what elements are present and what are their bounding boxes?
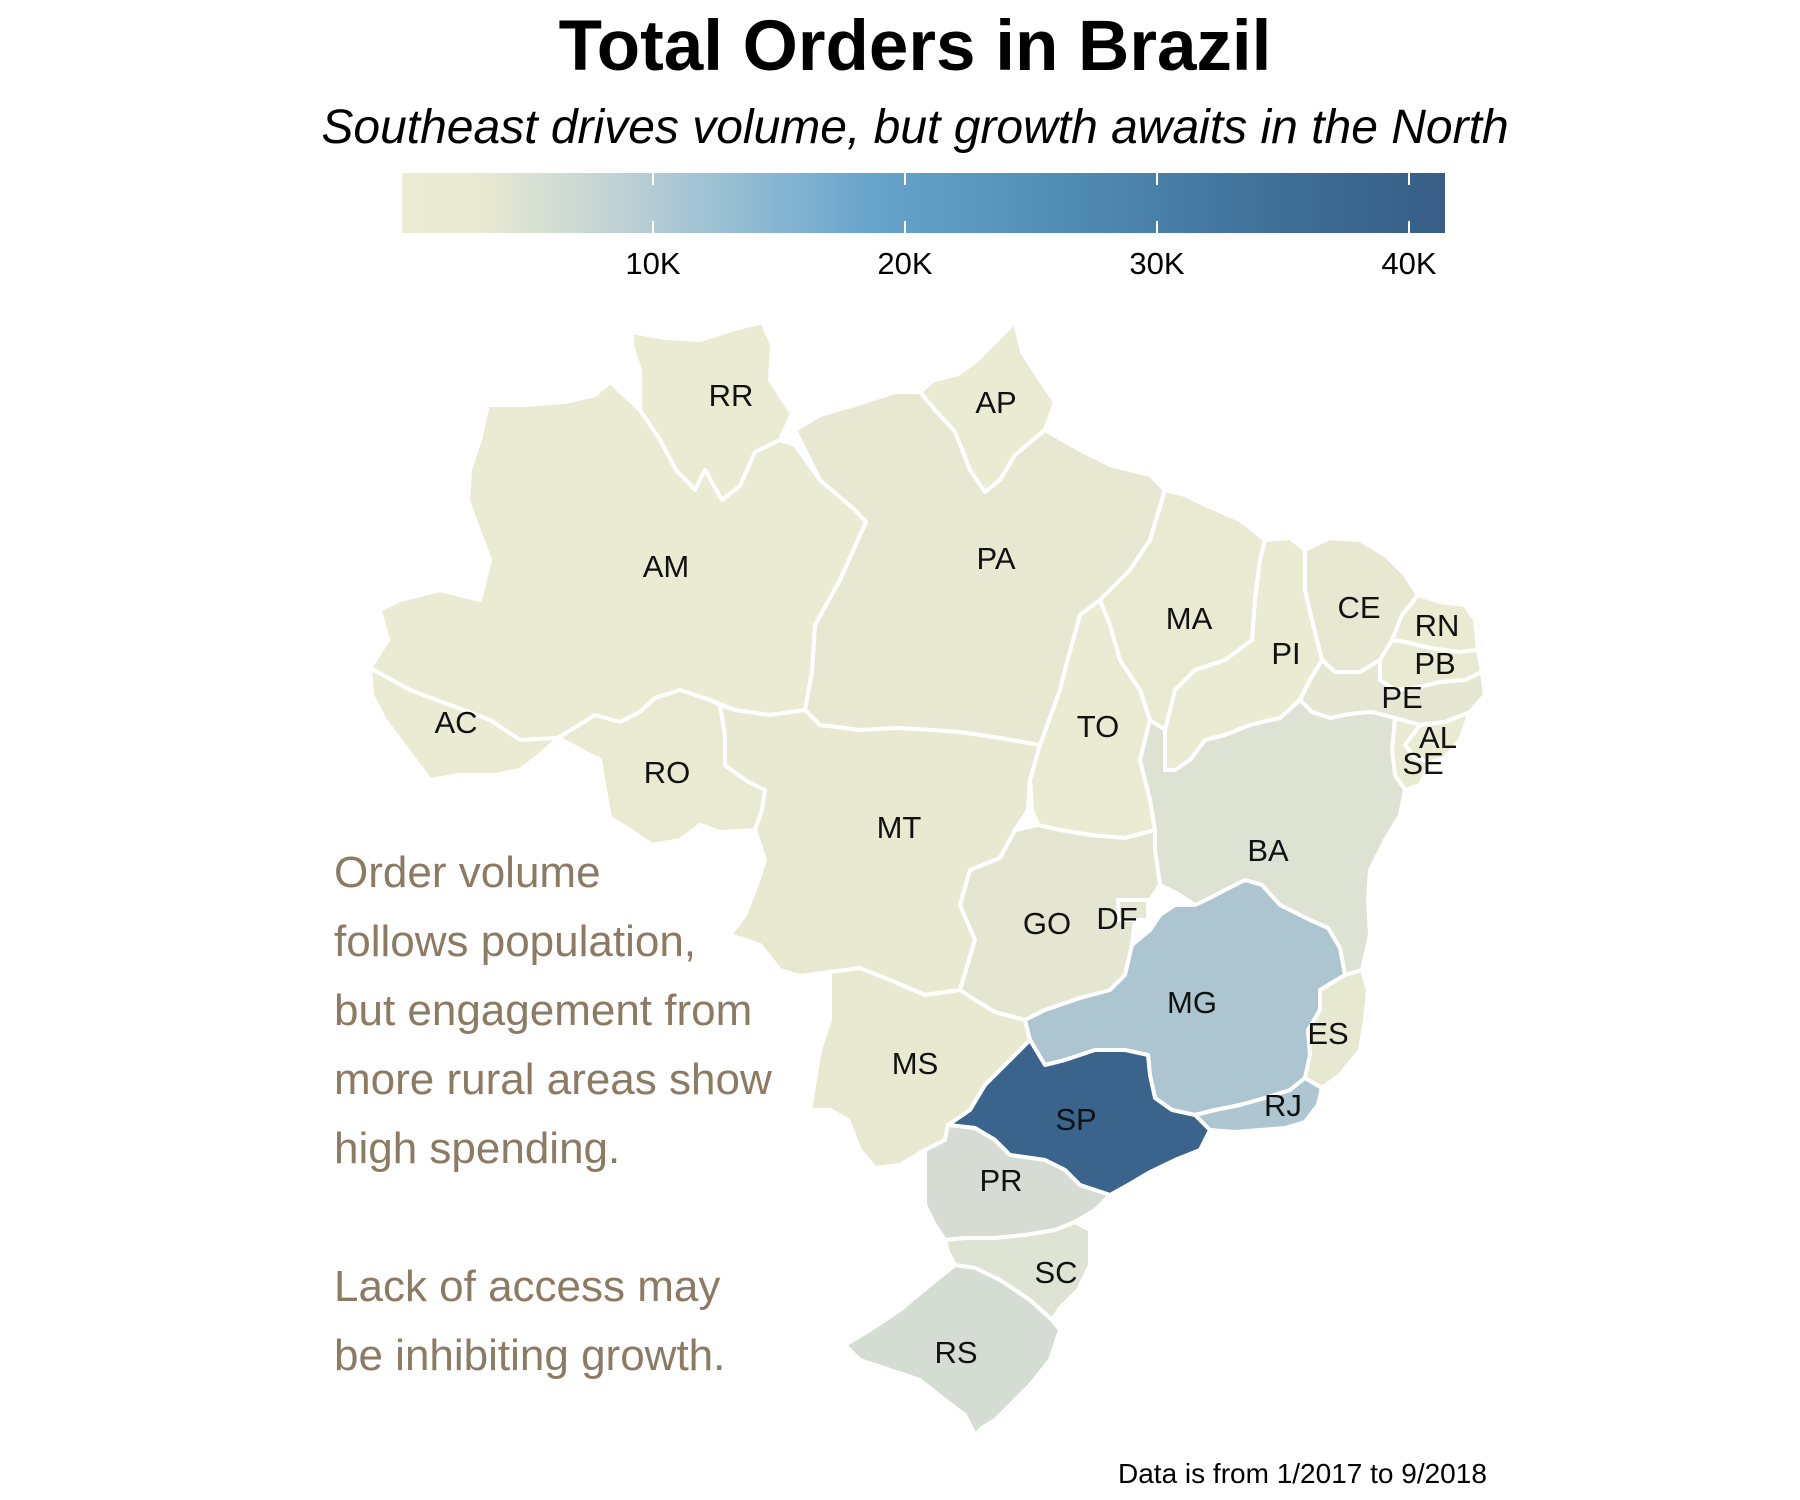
- legend-tick-label: 40K: [1381, 246, 1437, 281]
- state-label-AC: AC: [434, 705, 477, 740]
- state-label-TO: TO: [1077, 709, 1120, 744]
- state-label-AP: AP: [975, 385, 1016, 420]
- legend-tick-mark: [1408, 221, 1410, 233]
- state-label-SP: SP: [1055, 1102, 1096, 1137]
- state-label-DF: DF: [1096, 901, 1137, 936]
- data-source-note: Data is from 1/2017 to 9/2018: [1118, 1458, 1487, 1489]
- annotation-line: follows population,: [334, 917, 697, 966]
- state-label-PE: PE: [1381, 680, 1422, 715]
- state-label-MA: MA: [1166, 601, 1213, 636]
- legend-tick-label: 10K: [625, 246, 681, 281]
- state-label-MT: MT: [877, 810, 922, 845]
- annotation-line: high spending.: [334, 1124, 621, 1173]
- state-label-PB: PB: [1414, 646, 1455, 681]
- state-RJ[interactable]: [1193, 1076, 1324, 1134]
- state-label-ES: ES: [1307, 1016, 1348, 1051]
- state-label-SC: SC: [1034, 1255, 1077, 1290]
- state-label-AL: AL: [1419, 720, 1457, 755]
- legend-tick-mark: [652, 173, 654, 185]
- annotation-line: more rural areas show: [334, 1055, 772, 1104]
- state-label-MS: MS: [892, 1046, 939, 1081]
- legend-tick-mark: [1156, 221, 1158, 233]
- state-AM[interactable]: [368, 380, 868, 742]
- state-label-MG: MG: [1167, 985, 1217, 1020]
- annotation-line: but engagement from: [334, 986, 753, 1035]
- annotation-line: Order volume: [334, 848, 601, 897]
- legend-tick-mark: [904, 173, 906, 185]
- state-label-RS: RS: [934, 1335, 977, 1370]
- state-label-SE: SE: [1402, 746, 1443, 781]
- map-title: Total Orders in Brazil: [558, 7, 1272, 86]
- state-label-RJ: RJ: [1264, 1088, 1302, 1123]
- legend-tick-mark: [1408, 173, 1410, 185]
- state-label-RR: RR: [709, 378, 754, 413]
- state-DF[interactable]: [1116, 898, 1150, 922]
- map-subtitle: Southeast drives volume, but growth awai…: [321, 101, 1509, 154]
- state-label-AM: AM: [643, 549, 690, 584]
- state-label-PI: PI: [1271, 636, 1300, 671]
- legend-tick-mark: [904, 221, 906, 233]
- annotation-line: be inhibiting growth.: [334, 1331, 726, 1380]
- state-label-GO: GO: [1023, 906, 1071, 941]
- state-label-CE: CE: [1337, 590, 1380, 625]
- state-AC[interactable]: [368, 666, 560, 782]
- state-label-BA: BA: [1247, 833, 1289, 868]
- legend-tick-mark: [652, 221, 654, 233]
- state-label-RO: RO: [644, 755, 691, 790]
- state-label-PR: PR: [979, 1163, 1022, 1198]
- annotation-text: Order volume follows population, but eng…: [334, 838, 854, 1390]
- state-label-PA: PA: [976, 541, 1015, 576]
- annotation-line: Lack of access may: [334, 1262, 721, 1311]
- state-label-RN: RN: [1415, 608, 1460, 643]
- legend-tick-label: 30K: [1129, 246, 1185, 281]
- legend-tick-mark: [1156, 173, 1158, 185]
- legend-tick-label: 20K: [877, 246, 933, 281]
- color-legend-bar: [402, 173, 1445, 233]
- state-RS[interactable]: [843, 1263, 1062, 1437]
